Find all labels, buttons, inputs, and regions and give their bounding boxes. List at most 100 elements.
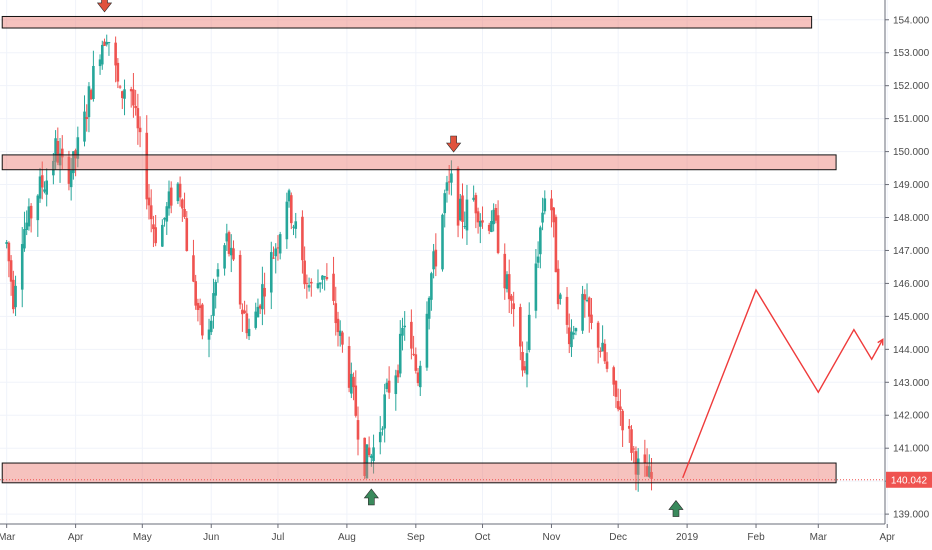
candle-body	[567, 327, 571, 345]
candle-body	[192, 255, 195, 282]
y-tick-label: 146.000	[893, 279, 930, 290]
candle-body	[27, 206, 31, 227]
candle-body	[443, 193, 447, 214]
candle-body	[510, 295, 513, 301]
candle-body	[85, 117, 89, 120]
candle-body	[114, 42, 117, 66]
candle-body	[58, 153, 62, 166]
candle-body	[40, 175, 44, 188]
candle-body	[198, 305, 202, 309]
candle-body	[425, 313, 429, 368]
candle-body	[241, 309, 244, 315]
candle-body	[554, 216, 558, 273]
candle-body	[383, 394, 386, 429]
candle-body	[472, 197, 475, 200]
candle-body	[107, 42, 111, 44]
candle-body	[647, 466, 651, 477]
candle-body	[456, 167, 460, 226]
candle-body	[414, 354, 418, 371]
candle-body	[621, 410, 624, 431]
x-tick-label: Jun	[203, 532, 219, 543]
candle-body	[365, 444, 369, 479]
candle-body	[303, 260, 306, 285]
candle-body	[587, 297, 591, 317]
zone-2[interactable]	[1, 154, 837, 171]
candle-body	[490, 221, 493, 233]
candle-body	[169, 187, 173, 206]
candle-body	[100, 44, 104, 65]
candle-body	[74, 150, 77, 159]
candle-body	[590, 314, 593, 323]
candle-body	[643, 454, 647, 464]
candle-body	[276, 247, 280, 249]
x-tick-label: Aug	[338, 532, 356, 543]
x-tick-label: Mar	[810, 532, 828, 543]
candle-body	[565, 296, 569, 325]
candle-body	[338, 330, 342, 336]
candle-body	[178, 183, 182, 198]
y-tick-label: 151.000	[893, 114, 930, 125]
candle-body	[354, 385, 358, 416]
candle-body	[301, 216, 304, 261]
candle-body	[323, 276, 326, 278]
candle-body	[434, 249, 438, 267]
candle-body	[465, 199, 469, 231]
candle-body	[334, 303, 338, 324]
candle-body	[372, 447, 375, 461]
candle-body	[38, 176, 42, 199]
x-tick-label: Apr	[879, 532, 895, 543]
candle-body	[341, 332, 344, 345]
candle-body	[430, 273, 433, 300]
candle-body	[494, 207, 498, 221]
candle-body	[145, 132, 149, 200]
candle-body	[196, 302, 200, 311]
candle-body	[527, 314, 531, 351]
candle-body	[387, 380, 391, 393]
candle-body	[603, 343, 607, 362]
candle-body	[612, 367, 616, 385]
candle-body	[479, 220, 482, 227]
candle-body	[254, 311, 258, 328]
candle-body	[616, 401, 620, 410]
candle-body	[152, 224, 155, 230]
zone-1[interactable]	[1, 15, 813, 29]
candle-body	[534, 263, 538, 311]
candle-body	[87, 86, 91, 118]
x-tick-label: Mar	[0, 532, 16, 543]
x-tick-label: Sep	[407, 532, 425, 543]
candle-body	[585, 299, 589, 301]
candle-body	[559, 294, 562, 299]
candle-body	[165, 206, 169, 222]
zone-3[interactable]	[1, 462, 837, 484]
candle-body	[181, 199, 184, 209]
candle-body	[398, 333, 402, 374]
candle-body	[496, 215, 500, 253]
projection-arrowhead	[877, 338, 884, 346]
candle-body	[134, 105, 137, 109]
candle-body	[630, 429, 633, 453]
candle-body	[45, 180, 48, 195]
candle-body	[14, 285, 17, 308]
candle-body	[636, 458, 640, 475]
candle-body	[356, 420, 360, 440]
candle-body	[154, 227, 157, 244]
projection-path[interactable]	[682, 288, 884, 479]
candle-body	[476, 211, 480, 223]
y-tick-label: 153.000	[893, 48, 930, 59]
candle-body	[410, 321, 413, 349]
candle-body	[401, 327, 404, 336]
candle-body	[370, 455, 373, 458]
candle-body	[505, 274, 509, 290]
candle-body	[645, 466, 649, 477]
candle-body	[285, 201, 289, 240]
candle-body	[29, 205, 33, 219]
candle-body	[52, 160, 55, 176]
y-tick-label: 154.000	[893, 15, 930, 26]
candle-body	[321, 275, 324, 280]
candle-body	[543, 198, 547, 212]
candle-body	[272, 257, 275, 259]
candle-body	[536, 256, 540, 263]
candle-body	[350, 373, 353, 394]
